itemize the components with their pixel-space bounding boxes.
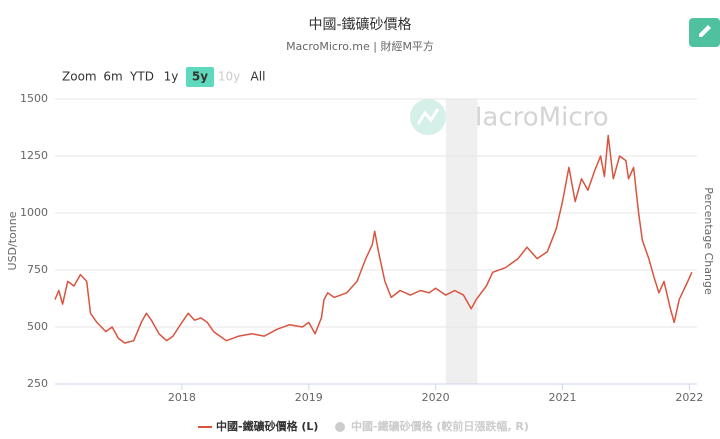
y-tick-label: 1250 [20, 149, 48, 162]
zoom-button-label: All [251, 70, 266, 84]
zoom-button: 10y [218, 70, 240, 84]
y-tick-label: 1000 [20, 206, 48, 219]
chart-subtitle: MacroMicro.me | 財經M平方 [286, 39, 434, 53]
x-tick-label: 2020 [422, 391, 450, 404]
watermark: MacroMicro [410, 99, 609, 135]
y-axis-title: USD/tonne [6, 211, 19, 270]
legend-label: 中國-鐵礦砂價格 (較前日漲跌幅, R) [351, 419, 529, 433]
y-tick-label: 750 [27, 263, 48, 276]
legend-label: 中國-鐵礦砂價格 (L) [216, 419, 318, 433]
zoom-button[interactable]: 1y [164, 70, 179, 84]
zoom-button-label: 6m [103, 70, 122, 84]
x-tick-label: 2022 [675, 391, 703, 404]
y2-axis-title: Percentage Change [702, 187, 715, 295]
zoom-button-label: 1y [164, 70, 179, 84]
pencil-icon [699, 25, 711, 37]
y-tick-label: 500 [27, 320, 48, 333]
line-series [54, 134, 693, 344]
zoom-button[interactable]: All [251, 70, 266, 84]
zoom-button[interactable]: 6m [103, 70, 122, 84]
chart-title: 中國-鐵礦砂價格 [308, 16, 411, 33]
zoom-label: Zoom [62, 70, 97, 84]
zoom-button[interactable]: 5y [186, 67, 214, 87]
zoom-button-label: YTD [129, 70, 154, 84]
legend-item[interactable]: 中國-鐵礦砂價格 (L) [198, 419, 318, 433]
x-tick-label: 2018 [168, 391, 196, 404]
y-tick-label: 1500 [20, 92, 48, 105]
zoom-button-label: 10y [218, 70, 240, 84]
zoom-button[interactable]: YTD [129, 70, 154, 84]
watermark-text: MacroMicro [460, 103, 609, 133]
zoom-button-label: 5y [192, 70, 208, 84]
zoom-button-bg [186, 67, 214, 87]
legend-swatch [335, 422, 345, 432]
y-tick-label: 250 [27, 377, 48, 390]
watermark-logo-mark [416, 108, 440, 125]
edit-button[interactable] [689, 18, 720, 47]
x-tick-label: 2021 [549, 391, 577, 404]
shaded-range [445, 99, 478, 384]
x-tick-label: 2019 [295, 391, 323, 404]
legend-item[interactable]: 中國-鐵礦砂價格 (較前日漲跌幅, R) [335, 419, 529, 433]
